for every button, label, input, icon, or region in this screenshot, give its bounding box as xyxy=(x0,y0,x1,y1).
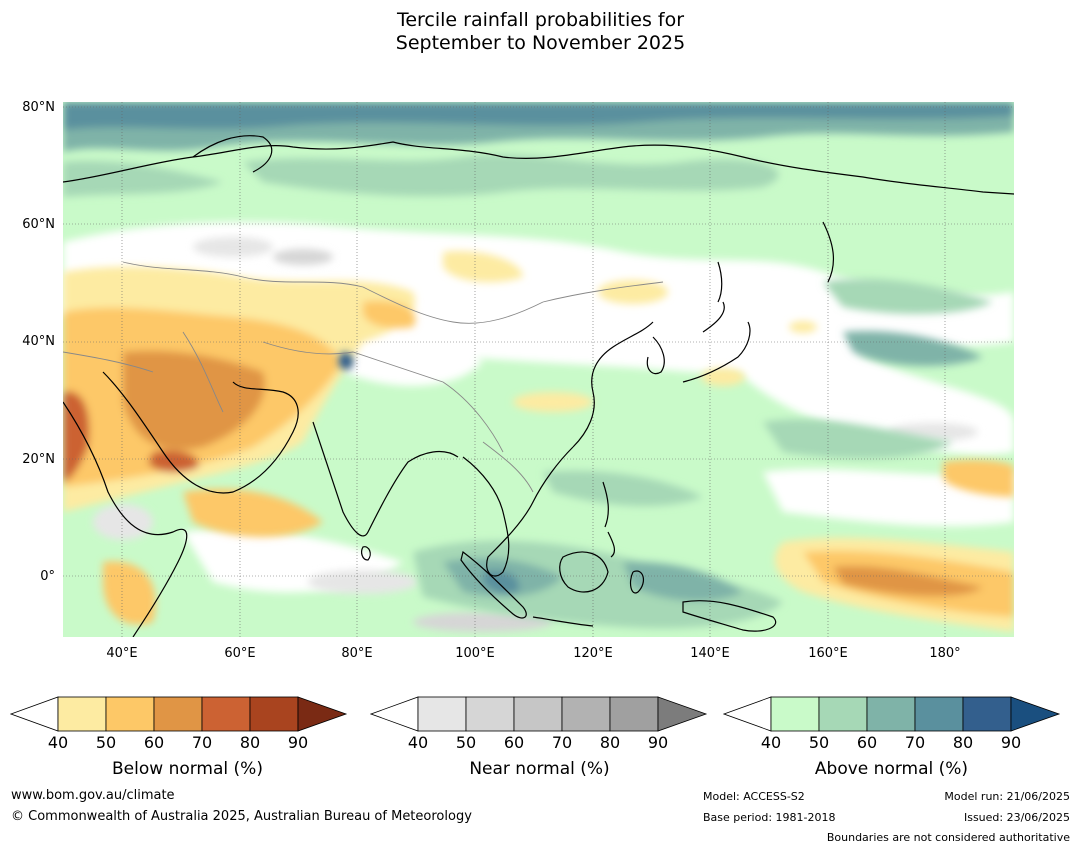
above-normal-legend-tick: 80 xyxy=(952,733,974,752)
near-normal-legend-title: Near normal (%) xyxy=(469,759,610,779)
below-normal-pacific xyxy=(774,459,1014,632)
below-normal-legend-swatch xyxy=(201,696,251,732)
above-normal-legend-tick: 40 xyxy=(760,733,782,752)
below-normal-legend-swatch xyxy=(57,696,107,732)
above-normal-legend-tick: 50 xyxy=(808,733,830,752)
near-normal-legend-swatch xyxy=(465,696,515,732)
model-name: Model: ACCESS-S2 xyxy=(703,790,805,803)
above-normal-legend-tick: 60 xyxy=(856,733,878,752)
lon-label-140e: 140°E xyxy=(690,646,730,661)
near-normal-legend-swatch xyxy=(417,696,467,732)
near-normal-colorbar xyxy=(370,696,708,732)
boundaries-disclaimer: Boundaries are not considered authoritat… xyxy=(826,831,1070,844)
arctic-above-normal xyxy=(63,102,1014,197)
title-line-2: September to November 2025 xyxy=(395,32,686,54)
model-run-date: Model run: 21/06/2025 xyxy=(944,790,1070,803)
lon-label-100e: 100°E xyxy=(455,646,495,661)
lat-label-80n: 80°N xyxy=(22,100,55,115)
above-normal-legend-swatch xyxy=(770,696,820,732)
below-normal-legend-tick: 70 xyxy=(191,733,213,752)
near-normal-legend-over-arrow xyxy=(657,696,708,732)
title-line-1: Tercile rainfall probabilities for xyxy=(396,9,685,31)
lat-label-0: 0° xyxy=(40,569,55,584)
near-normal-legend-swatch xyxy=(609,696,659,732)
near-normal-legend-tick: 80 xyxy=(599,733,621,752)
map-graticule xyxy=(63,102,1014,637)
below-normal-legend-under-arrow xyxy=(10,696,59,732)
above-normal-tropics xyxy=(338,278,993,629)
below-normal-legend-tick: 80 xyxy=(239,733,261,752)
above-normal-legend-swatch xyxy=(914,696,964,732)
near-normal-legend-under-arrow xyxy=(370,696,419,732)
near-normal-legend-tick: 50 xyxy=(455,733,477,752)
near-normal-legend-swatch xyxy=(513,696,563,732)
lat-label-60n: 60°N xyxy=(22,217,55,232)
issued-date: Issued: 23/06/2025 xyxy=(963,811,1070,824)
below-normal-colorbar xyxy=(10,696,348,732)
below-normal-east-patches xyxy=(513,280,817,412)
below-normal-legend-swatch xyxy=(153,696,203,732)
above-normal-legend-swatch xyxy=(818,696,868,732)
lon-label-40e: 40°E xyxy=(106,646,138,661)
near-normal-legend-swatch xyxy=(561,696,611,732)
lon-label-160e: 160°E xyxy=(808,646,848,661)
lon-label-80e: 80°E xyxy=(341,646,373,661)
above-normal-legend-tick: 90 xyxy=(1000,733,1022,752)
above-normal-colorbar xyxy=(723,696,1061,732)
lon-label-60e: 60°E xyxy=(224,646,256,661)
below-normal-legend-title: Below normal (%) xyxy=(112,759,263,779)
lon-label-120e: 120°E xyxy=(573,646,613,661)
above-normal-legend-title: Above normal (%) xyxy=(814,759,969,779)
lon-label-180: 180° xyxy=(929,646,961,661)
map-title: Tercile rainfall probabilities for Septe… xyxy=(0,9,1081,55)
near-normal-legend-tick: 70 xyxy=(551,733,573,752)
below-normal-legend-swatch xyxy=(105,696,155,732)
lat-label-20n: 20°N xyxy=(22,452,55,467)
website-link[interactable]: www.bom.gov.au/climate xyxy=(11,788,175,803)
below-normal-legend-tick: 90 xyxy=(287,733,309,752)
copyright-notice: © Commonwealth of Australia 2025, Austra… xyxy=(11,809,472,824)
below-normal-west xyxy=(63,251,523,625)
below-normal-legend-over-arrow xyxy=(297,696,348,732)
country-boundaries xyxy=(63,261,664,493)
above-normal-legend-tick: 70 xyxy=(904,733,926,752)
below-normal-legend-tick: 60 xyxy=(143,733,165,752)
lat-label-40n: 40°N xyxy=(22,334,55,349)
above-normal-legend-over-arrow xyxy=(1010,696,1061,732)
rainfall-probability-map xyxy=(63,102,1014,637)
above-normal-legend-swatch xyxy=(962,696,1012,732)
below-normal-legend-tick: 40 xyxy=(47,733,69,752)
base-period: Base period: 1981-2018 xyxy=(703,811,836,824)
above-normal-legend-swatch xyxy=(866,696,916,732)
below-normal-legend-swatch xyxy=(249,696,299,732)
near-normal-legend-tick: 90 xyxy=(647,733,669,752)
above-normal-legend-under-arrow xyxy=(723,696,772,732)
near-normal-legend-tick: 40 xyxy=(407,733,429,752)
coastlines xyxy=(63,135,1014,637)
below-normal-legend-tick: 50 xyxy=(95,733,117,752)
near-normal-legend-tick: 60 xyxy=(503,733,525,752)
